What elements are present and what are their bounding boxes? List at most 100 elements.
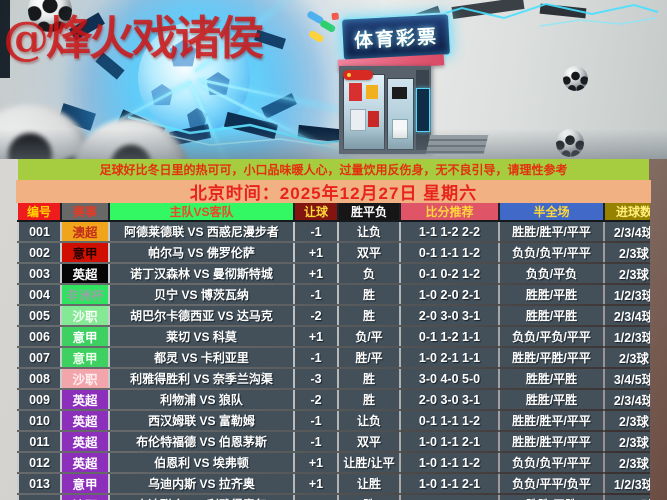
- cell-handicap: -1: [294, 494, 339, 500]
- cell-handicap: -1: [294, 221, 339, 243]
- window-poster: [366, 85, 378, 99]
- date-banner: 北京时间：2025年12月27日 星期六: [16, 180, 651, 203]
- cell-scores: 1-0 2-0 2-1: [400, 494, 500, 500]
- header-handicap: 让球: [294, 203, 339, 222]
- cell-goals: 3/4/5球: [604, 368, 650, 390]
- cell-id: 003: [17, 263, 62, 285]
- table-row: 007 意甲 都灵 VS 卡利亚里 -1 胜/平 1-0 2-1 1-1 胜胜/平胜/平平 2…: [17, 347, 650, 369]
- table-row: 005 沙职 胡巴尔卡德西亚 VS 达马克 -2 胜 2-0 3-0 3-1 胜胜/平胜 2/…: [17, 305, 650, 327]
- window-poster: [349, 83, 362, 101]
- cell-match: 伯恩利 VS 埃弗顿: [109, 452, 295, 474]
- header-wdl: 胜平负: [338, 203, 401, 222]
- header-id: 编号: [18, 203, 62, 222]
- cell-match: 阿德莱德联 VS 西惑尼漫步者: [109, 221, 295, 243]
- cell-match: 布伦特福德 VS 伯恩茅斯: [109, 431, 295, 453]
- cell-scores: 0-1 1-2 1-1: [400, 326, 500, 348]
- cell-league: 英超: [61, 410, 110, 432]
- cell-match: 西汉姆联 VS 富勒姆: [109, 410, 295, 432]
- soccer-ball-right-upper: [563, 66, 588, 91]
- header-half_full: 半全场: [499, 203, 605, 222]
- cell-wdl: 胜: [338, 305, 401, 327]
- cell-handicap: -1: [294, 431, 339, 453]
- cell-goals: 2/3/4球: [604, 305, 650, 327]
- cell-half_full: 负负/负平/平平: [499, 452, 605, 474]
- cell-handicap: +1: [294, 263, 339, 285]
- logo-bar-yellow: [307, 29, 325, 44]
- cell-id: 010: [17, 410, 62, 432]
- header-league: 赛事: [61, 203, 110, 222]
- cell-half_full: 负负/平负: [499, 263, 605, 285]
- cell-goals: 1/2/3球: [604, 473, 650, 495]
- cell-league: 非洲杯: [61, 284, 110, 306]
- cell-match: 贝宁 VS 博茨瓦纳: [109, 284, 295, 306]
- cell-goals: 1/2/3球: [604, 284, 650, 306]
- cell-half_full: 胜胜/平胜: [499, 284, 605, 306]
- cell-half_full: 负负/平平/负平: [499, 473, 605, 495]
- cell-wdl: 胜: [338, 368, 401, 390]
- cell-league: 意甲: [61, 473, 110, 495]
- cell-id: 013: [17, 473, 62, 495]
- cell-league: 沙职: [61, 305, 110, 327]
- cell-id: 009: [17, 389, 62, 411]
- wall-fragment: [0, 0, 10, 78]
- logo-dot-red: [331, 12, 340, 21]
- cell-id: 004: [17, 284, 62, 306]
- table-row: 012 英超 伯恩利 VS 埃弗顿 +1 让胜/让平 1-0 1-1 1-2 负负/负平/平…: [17, 452, 650, 474]
- cell-half_full: 胜胜/胜平/平平: [499, 431, 605, 453]
- cell-match: 莱切 VS 科莫: [109, 326, 295, 348]
- cell-wdl: 让负: [338, 221, 401, 243]
- cell-scores: 1-0 2-1 1-1: [400, 347, 500, 369]
- door-sign: [392, 87, 407, 99]
- cell-half_full: 胜胜/平胜: [499, 389, 605, 411]
- cell-handicap: +1: [294, 452, 339, 474]
- cell-wdl: 双平: [338, 242, 401, 264]
- cell-handicap: -1: [294, 347, 339, 369]
- cell-id: 012: [17, 452, 62, 474]
- header-match: 主队VS客队: [109, 203, 295, 222]
- cell-scores: 0-1 0-2 1-2: [400, 263, 500, 285]
- table-row: 002 意甲 帕尔马 VS 佛罗伦萨 +1 双平 0-1 1-1 1-2 负负/负平/平平 2…: [17, 242, 650, 264]
- cell-half_full: 胜胜/胜平/平平: [499, 410, 605, 432]
- cell-league: 意甲: [61, 347, 110, 369]
- cell-league: 意甲: [61, 242, 110, 264]
- cell-goals: 2/3球: [604, 347, 650, 369]
- hero-banner-image: 体育彩票: [0, 0, 667, 159]
- notice-bar: 足球好比冬日里的热可可，小口品味暖人心，过量饮用反伤身，无不良引导，请理性参考: [18, 159, 649, 180]
- cell-half_full: 胜胜/平胜: [499, 494, 605, 500]
- store-window: [343, 74, 385, 150]
- cell-league: 沙职: [61, 368, 110, 390]
- cell-half_full: 胜胜/胜平/平平: [499, 221, 605, 243]
- cell-id: 005: [17, 305, 62, 327]
- cell-id: 006: [17, 326, 62, 348]
- date-text: 北京时间：2025年12月27日 星期六: [189, 184, 478, 203]
- cell-match: 胡巴尔卡德西亚 VS 达马克: [109, 305, 295, 327]
- table-row: 008 沙职 利雅得胜利 VS 奈季兰沟渠 -3 胜 3-0 4-0 5-0 胜胜/平胜 3/…: [17, 368, 650, 390]
- cell-goals: 2/3/4球: [604, 389, 650, 411]
- cell-wdl: 胜/平: [338, 347, 401, 369]
- window-poster: [350, 109, 366, 131]
- cell-match: 诺丁汉森林 VS 曼彻斯特城: [109, 263, 295, 285]
- cell-goals: 2/3球: [604, 263, 650, 285]
- cell-goals: 2/3球: [604, 431, 650, 453]
- table-row: 010 英超 西汉姆联 VS 富勒姆 -1 让负 0-1 1-1 1-2 胜胜/胜平/平平 2…: [17, 410, 650, 432]
- cell-match: 帕尔马 VS 佛罗伦萨: [109, 242, 295, 264]
- cell-goals: 2/3/4球: [604, 221, 650, 243]
- table-header-row: 编号 赛事 主队VS客队 让球 胜平负 比分推荐 半全场 进球数: [18, 203, 650, 222]
- table-row: 006 意甲 莱切 VS 科莫 +1 负/平 0-1 1-2 1-1 负负/平负/平平 1/2…: [17, 326, 650, 348]
- store-steps: [425, 135, 489, 154]
- cell-handicap: -2: [294, 305, 339, 327]
- cell-league: 沙职: [61, 494, 110, 500]
- cell-goals: 2/3球: [604, 242, 650, 264]
- cell-handicap: -1: [294, 284, 339, 306]
- cell-league: 澳超: [61, 221, 110, 243]
- cell-id: 007: [17, 347, 62, 369]
- cell-half_full: 负负/平负/平平: [499, 326, 605, 348]
- cell-handicap: +1: [294, 326, 339, 348]
- cell-scores: 1-1 1-2 2-2: [400, 221, 500, 243]
- table-row: 011 英超 布伦特福德 VS 伯恩茅斯 -1 双平 1-0 1-1 2-1 胜胜/胜平/平…: [17, 431, 650, 453]
- cell-wdl: 负: [338, 263, 401, 285]
- table-row: 013 意甲 乌迪内斯 VS 拉齐奥 +1 让胜 1-0 1-1 2-1 负负/平平/负平 1…: [17, 473, 650, 495]
- cell-league: 意甲: [61, 326, 110, 348]
